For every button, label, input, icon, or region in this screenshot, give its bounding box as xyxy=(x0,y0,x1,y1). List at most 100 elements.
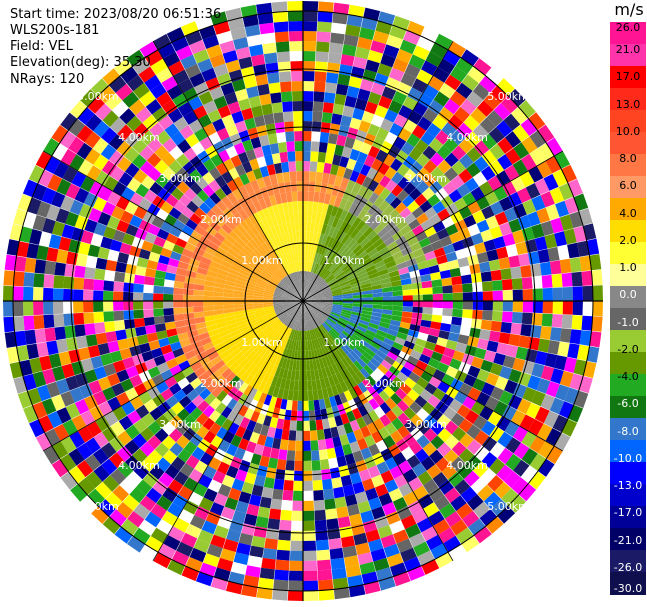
range-gate xyxy=(245,441,257,454)
range-gate xyxy=(261,486,274,499)
range-gate xyxy=(321,323,330,332)
range-gate xyxy=(281,326,288,336)
range-gate xyxy=(534,178,550,195)
range-gate xyxy=(112,360,126,373)
range-gate xyxy=(318,326,325,336)
range-gate xyxy=(312,296,323,300)
range-gate xyxy=(295,360,300,371)
range-gate xyxy=(278,335,285,346)
range-gate xyxy=(321,223,328,235)
range-gate xyxy=(449,267,461,278)
range-gate xyxy=(477,484,494,502)
range-gate xyxy=(557,341,570,357)
range-gate xyxy=(311,131,321,142)
range-gate xyxy=(332,290,343,295)
range-gate xyxy=(411,282,423,290)
range-gate xyxy=(384,422,397,435)
range-gate xyxy=(163,293,174,301)
range-gate xyxy=(138,66,156,83)
range-gate xyxy=(345,24,361,37)
range-gate xyxy=(120,378,134,392)
range-gate xyxy=(484,491,501,509)
range-gate xyxy=(355,266,366,274)
range-gate xyxy=(23,286,34,301)
range-gate xyxy=(26,243,39,259)
range-gate xyxy=(274,291,284,296)
range-gate xyxy=(355,46,370,60)
range-gate xyxy=(336,424,347,437)
range-gate xyxy=(443,406,457,421)
range-gate xyxy=(288,329,294,339)
range-gate xyxy=(347,503,360,517)
range-gate xyxy=(60,195,75,212)
range-gate xyxy=(156,91,172,107)
range-gate xyxy=(303,590,319,601)
range-gate xyxy=(485,372,500,387)
range-gate xyxy=(362,307,373,312)
range-gate xyxy=(308,284,316,294)
range-gate xyxy=(433,67,450,83)
range-gate xyxy=(303,61,316,72)
colorbar-tick-label: -8.0 xyxy=(617,424,639,438)
range-gate xyxy=(375,242,387,252)
range-gate xyxy=(274,355,282,367)
range-gate xyxy=(227,248,239,258)
range-gate xyxy=(161,152,176,167)
range-gate xyxy=(178,194,192,207)
range-gate xyxy=(296,410,303,421)
range-gate xyxy=(410,318,422,326)
range-gate xyxy=(133,122,149,139)
range-gate xyxy=(338,465,350,477)
range-gate xyxy=(110,421,125,437)
range-gate xyxy=(329,42,344,54)
range-gate xyxy=(437,414,451,428)
range-gate xyxy=(323,214,331,225)
range-gate xyxy=(306,310,311,320)
range-gate xyxy=(382,301,393,306)
range-ring-label: 5.00km xyxy=(487,90,529,103)
range-gate xyxy=(275,257,283,268)
range-gate xyxy=(410,414,424,428)
range-gate xyxy=(489,362,503,376)
range-gate xyxy=(312,274,318,284)
range-gate xyxy=(241,107,254,121)
range-gate xyxy=(339,526,353,538)
range-gate xyxy=(68,239,81,254)
range-gate xyxy=(215,414,227,427)
range-gate xyxy=(183,306,194,314)
range-gate xyxy=(540,394,556,411)
range-gate xyxy=(372,207,384,220)
range-gate xyxy=(173,307,184,315)
range-gate xyxy=(409,323,421,332)
range-gate xyxy=(353,428,364,441)
range-gate xyxy=(284,292,294,298)
range-gate xyxy=(559,214,574,231)
range-gate xyxy=(467,387,482,401)
range-gate xyxy=(304,330,308,341)
range-gate xyxy=(303,181,310,192)
colorbar-segment xyxy=(610,418,646,441)
range-gate xyxy=(502,233,516,247)
range-gate xyxy=(396,189,409,202)
range-gate xyxy=(133,169,148,184)
range-gate xyxy=(238,491,252,504)
range-gate xyxy=(139,495,157,512)
range-gate xyxy=(29,229,43,245)
range-gate xyxy=(327,375,336,387)
range-gate xyxy=(303,231,307,242)
range-gate xyxy=(303,71,315,82)
range-gate xyxy=(305,310,310,321)
range-gate xyxy=(143,301,154,310)
range-gate xyxy=(338,244,347,255)
range-gate xyxy=(219,350,231,360)
range-gate xyxy=(164,272,176,281)
range-gate xyxy=(153,552,172,569)
range-gate xyxy=(288,231,294,243)
range-gate xyxy=(248,254,259,264)
range-gate xyxy=(251,341,261,351)
range-gate xyxy=(88,207,102,223)
range-gate xyxy=(200,256,212,266)
range-gate xyxy=(370,341,381,350)
range-gate xyxy=(317,313,327,321)
range-gate xyxy=(256,234,265,245)
